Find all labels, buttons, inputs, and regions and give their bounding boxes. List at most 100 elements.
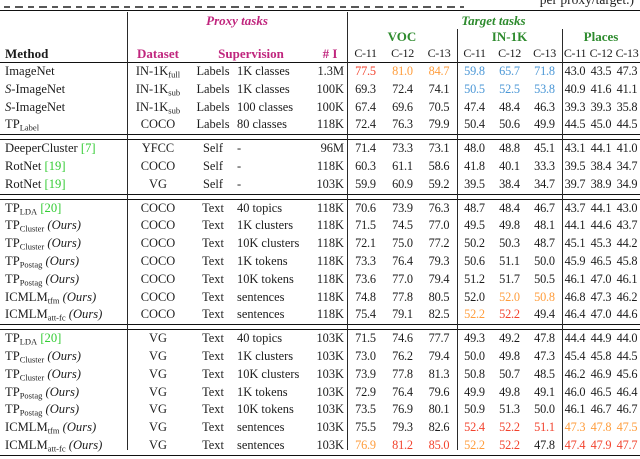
- score-cell: 45.8: [590, 348, 612, 363]
- dataset-name: COCO: [140, 307, 176, 322]
- supervision-type-cell: Text: [202, 366, 224, 381]
- num-images-cell: 118K: [316, 307, 344, 322]
- section-divider-rule: [0, 134, 640, 141]
- score-cell: 82.5: [428, 307, 450, 322]
- dataset-cell: VG: [127, 366, 189, 387]
- score-cell: 77.8: [392, 289, 413, 304]
- table-row: S-ImageNet IN-1Ksub Labels 1K classes 100K 69…: [0, 81, 640, 99]
- score-cell: 43.0: [616, 200, 638, 215]
- supervision-type-cell: Text: [202, 289, 224, 304]
- score-cell: 47.4: [564, 437, 586, 452]
- score-cell: 39.5: [464, 176, 485, 191]
- score-cell: 48.1: [534, 218, 555, 233]
- score-cell: 48.0: [464, 141, 485, 156]
- supervision-type-cell: Text: [202, 200, 224, 215]
- method-script-letter: S: [5, 81, 12, 96]
- dataset-subscript: full: [168, 69, 181, 80]
- score-cell: 49.1: [534, 384, 555, 399]
- method-cell: TPCluster (Ours): [0, 217, 127, 238]
- score-cell: 45.9: [564, 253, 586, 268]
- score-cell: 51.3: [499, 402, 520, 417]
- score-cell: 65.7: [499, 64, 520, 78]
- dataset-name: COCO: [140, 289, 176, 304]
- score-cell: 50.3: [499, 236, 520, 251]
- method-subscript: att-fc: [47, 312, 66, 323]
- score-cell: 53.8: [534, 81, 555, 96]
- supervision-type-cell: Labels: [196, 81, 230, 96]
- score-cell: 50.6: [464, 253, 485, 268]
- table-row: ICMLMtfm (Ours) VG Text sentences 103K 75.5 79…: [0, 419, 640, 437]
- num-images-cell: 100K: [316, 81, 344, 96]
- col-header-method: Method: [5, 46, 49, 61]
- score-cell: 76.2: [392, 348, 413, 363]
- vertical-rule-after-voc: [457, 29, 458, 450]
- score-cell: 39.3: [590, 99, 612, 114]
- score-cell: 80.1: [428, 402, 450, 417]
- score-cell: 79.1: [392, 307, 413, 322]
- score-cell: 44.4: [564, 331, 586, 346]
- score-cell: 49.9: [464, 384, 485, 399]
- score-cell: 40.9: [564, 81, 586, 96]
- col-header-dataset: Dataset: [137, 46, 179, 61]
- supervision-detail-cell: 1K classes: [237, 81, 290, 96]
- proxy-tasks-label: Proxy tasks: [206, 13, 268, 28]
- score-cell: 79.6: [428, 384, 450, 399]
- score-cell: 47.8: [590, 420, 612, 435]
- score-cell: 48.4: [499, 99, 520, 114]
- score-cell: 39.7: [564, 176, 586, 191]
- group-header-places: Places: [583, 29, 619, 44]
- dataset-cell: VG: [127, 437, 189, 458]
- clipped-caption-line: per proxy/target.): [0, 0, 640, 9]
- method-name: TP: [5, 331, 20, 346]
- score-cell: 52.2: [499, 437, 520, 452]
- score-cell: 76.9: [392, 402, 413, 417]
- score-cell: 41.0: [616, 141, 638, 156]
- num-images-cell: 103K: [316, 348, 344, 363]
- method-subscript: att-fc: [47, 443, 66, 454]
- score-cell: 49.8: [499, 218, 520, 233]
- score-cell: 71.8: [534, 64, 555, 78]
- method-name: ICMLM: [5, 420, 48, 435]
- score-cell: 71.5: [355, 218, 376, 233]
- score-cell: 38.4: [590, 158, 612, 173]
- method-name: TP: [5, 384, 20, 399]
- score-cell: 84.7: [428, 64, 450, 78]
- score-cell: 45.1: [534, 141, 555, 156]
- method-cell: RotNet [19]: [0, 158, 127, 176]
- method-cell: DeeperCluster [7]: [0, 140, 127, 158]
- dataset-name: VG: [149, 437, 167, 452]
- score-cell: 73.6: [355, 271, 376, 286]
- score-cell: 34.7: [616, 158, 638, 173]
- score-cell: 59.8: [464, 64, 485, 78]
- supervision-detail-cell: -: [237, 158, 242, 173]
- score-cell: 46.2: [564, 366, 586, 381]
- score-cell: 79.3: [428, 253, 450, 268]
- score-cell: 77.0: [392, 271, 413, 286]
- score-cell: 47.7: [616, 437, 638, 452]
- dataset-name: IN-1K: [135, 99, 169, 114]
- score-cell: 46.4: [564, 307, 586, 322]
- score-cell: 79.4: [428, 348, 450, 363]
- num-images-cell: 103K: [316, 331, 344, 346]
- score-cell: 50.0: [534, 253, 555, 268]
- supervision-type-cell: Text: [202, 348, 224, 363]
- spacer-cell: [0, 29, 347, 45]
- supervision-type-cell: Text: [202, 402, 224, 417]
- score-cell: 73.3: [355, 253, 376, 268]
- citation-ref: [19]: [41, 158, 66, 173]
- score-cell: 34.7: [534, 176, 555, 191]
- method-name: -ImageNet: [11, 81, 66, 96]
- supervision-detail-cell: 1K classes: [237, 64, 290, 78]
- dataset-name: COCO: [140, 117, 176, 132]
- score-cell: 46.1: [616, 271, 638, 286]
- supervision-type-cell: Text: [202, 420, 224, 435]
- score-cell: 44.5: [616, 117, 638, 132]
- score-cell: 44.5: [616, 348, 638, 363]
- score-cell: 81.0: [392, 64, 413, 78]
- score-cell: 52.5: [499, 81, 520, 96]
- dataset-cell: COCO: [127, 235, 189, 256]
- ours-label: (Ours): [42, 253, 80, 268]
- score-cell: 72.4: [392, 81, 413, 96]
- section-divider-rule: [0, 193, 640, 200]
